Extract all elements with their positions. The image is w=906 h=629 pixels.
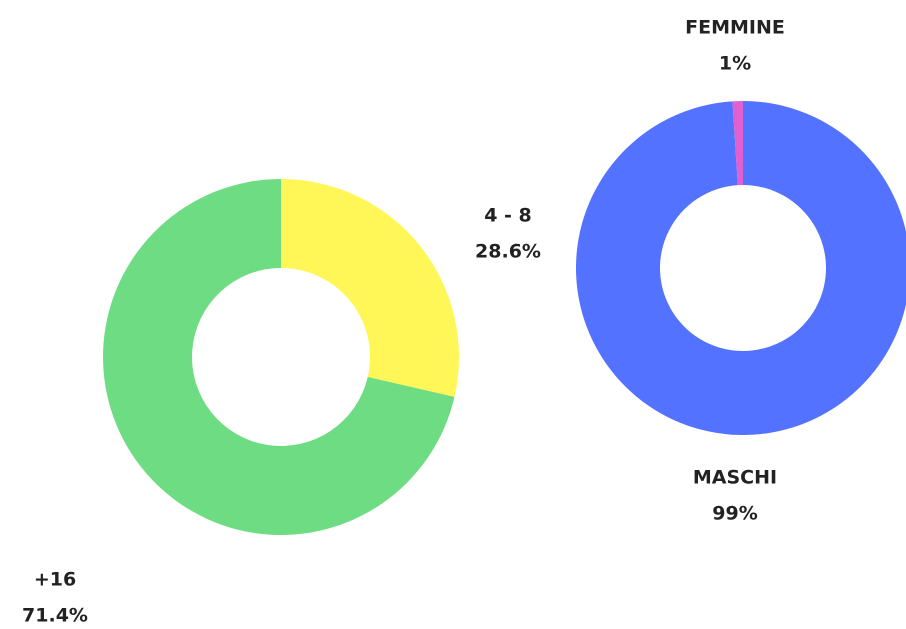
donut-slice bbox=[103, 179, 455, 535]
slice-value-label: 71.4% bbox=[22, 605, 88, 627]
slice-value-label: 28.6% bbox=[475, 241, 541, 263]
slice-category-label: FEMMINE bbox=[685, 17, 785, 39]
donut-slice bbox=[732, 101, 743, 186]
slice-category-label: 4 - 8 bbox=[484, 205, 532, 227]
slice-category-label: MASCHI bbox=[693, 467, 777, 489]
donut-slice bbox=[576, 101, 906, 435]
slice-value-label: 1% bbox=[719, 53, 751, 75]
slice-value-label: 99% bbox=[712, 503, 757, 525]
slice-category-label: +16 bbox=[34, 569, 76, 591]
donut-slice bbox=[281, 179, 459, 397]
